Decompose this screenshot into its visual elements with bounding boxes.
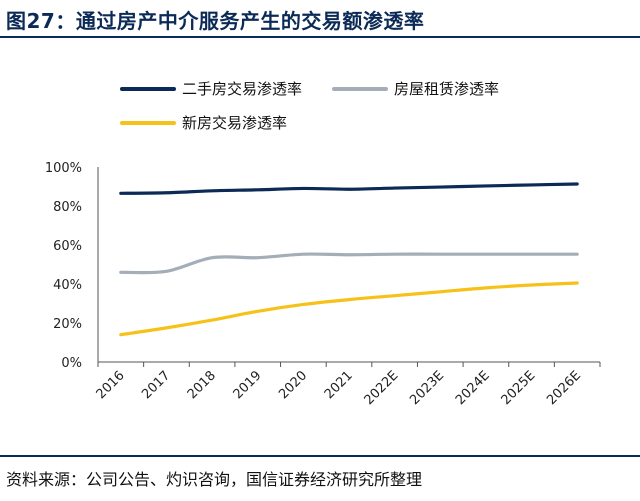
x-tick-label: 2022E xyxy=(362,368,402,408)
legend-label-series-3: 新房交易渗透率 xyxy=(182,114,288,132)
source-note: 资料来源：公司公告、灼识咨询，国信证券经济研究所整理 xyxy=(6,470,423,489)
x-tick-label: 2021 xyxy=(322,368,356,402)
y-tick-label: 0% xyxy=(61,356,82,371)
title-rule xyxy=(0,36,640,38)
x-tick-label: 2025E xyxy=(499,368,539,408)
x-tick-label: 2018 xyxy=(185,368,219,402)
series-line-2 xyxy=(119,252,579,275)
x-tick-label: 2026E xyxy=(544,368,584,408)
y-tick-label: 100% xyxy=(45,161,82,176)
y-tick-label: 60% xyxy=(53,239,82,254)
legend-label-series-1: 二手房交易渗透率 xyxy=(182,80,303,98)
legend-swatch-series-1 xyxy=(120,86,176,91)
legend-swatch-series-2 xyxy=(332,86,388,91)
x-tick-label: 2020 xyxy=(276,368,310,402)
figure-title: 图27：通过房产中介服务产生的交易额渗透率 xyxy=(6,9,425,33)
legend-item-series-3: 新房交易渗透率 xyxy=(120,112,287,133)
y-tick-label: 20% xyxy=(53,317,82,332)
x-tick-label: 2024E xyxy=(453,368,493,408)
y-tick-label: 40% xyxy=(53,278,82,293)
series-line-3 xyxy=(119,281,579,337)
line-chart: 0% 20% 40% 60% 80% 100% 2016 2017 2018 2019 2020 20… xyxy=(45,161,601,408)
legend-item-series-2: 房屋租赁渗透率 xyxy=(332,78,499,99)
x-tick-label: 2023E xyxy=(407,368,447,408)
x-tick-label: 2017 xyxy=(139,368,173,402)
legend-item-series-1: 二手房交易渗透率 xyxy=(120,78,302,99)
source-rule xyxy=(0,455,640,457)
legend-label-series-2: 房屋租赁渗透率 xyxy=(394,80,500,98)
x-tick-label: 2016 xyxy=(94,368,128,402)
legend-swatch-series-3 xyxy=(120,120,176,125)
x-tick-label: 2019 xyxy=(231,368,265,402)
y-tick-label: 80% xyxy=(53,200,82,215)
series-line-1 xyxy=(119,182,579,195)
